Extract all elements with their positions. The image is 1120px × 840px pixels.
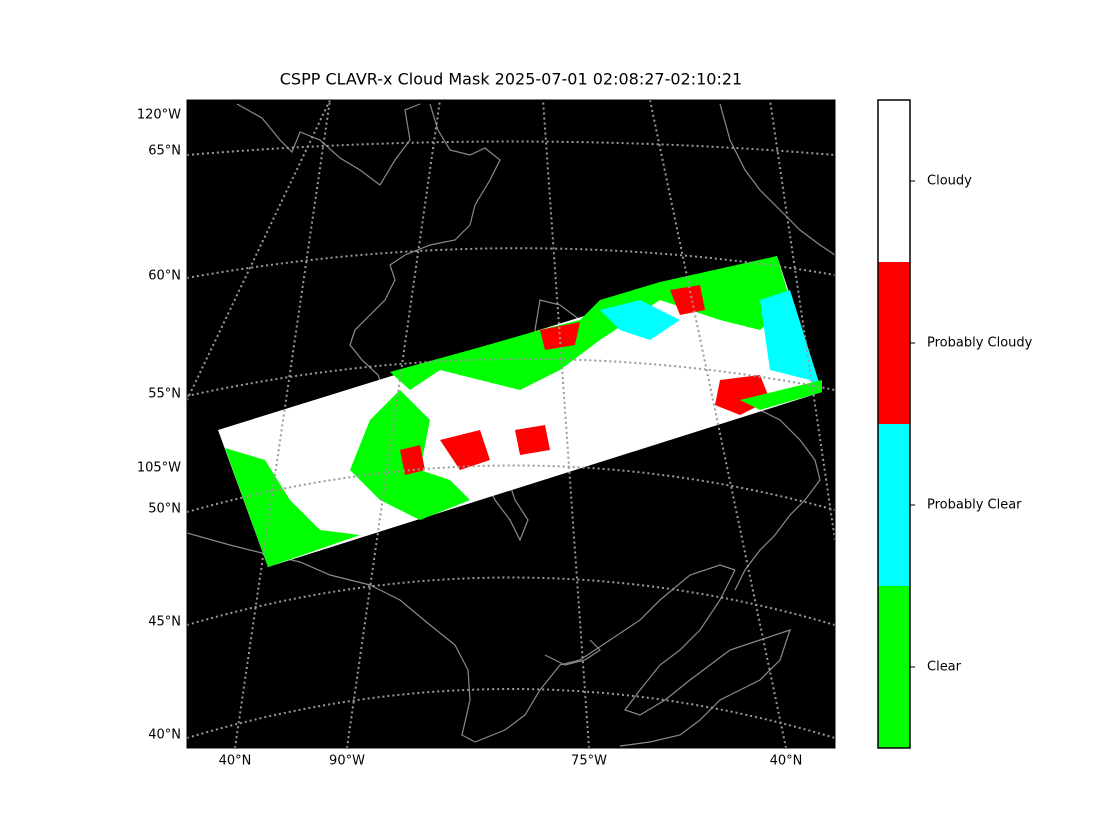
colorbar-frame: [877, 99, 911, 749]
colorbar-label: Cloudy: [927, 174, 972, 189]
graticule: [187, 100, 835, 748]
colorbar-label: Clear: [927, 660, 962, 675]
map-title: CSPP CLAVR-x Cloud Mask 2025-07-01 02:08…: [280, 70, 742, 89]
left-map-label: 120°W: [137, 108, 181, 123]
map-labels: 120°W 65°N 60°N 55°N 105°W 50°N 45°N 40°N 40°N 90…: [137, 108, 803, 769]
cloud-mask-swath: [218, 256, 822, 567]
bottom-map-label: 40°N: [219, 754, 252, 769]
colorbar: Cloudy Probably Cloudy Probably Clear Clear: [877, 99, 1033, 749]
bottom-map-label: 75°W: [571, 754, 607, 769]
left-map-label: 50°N: [148, 502, 181, 517]
left-map-label: 60°N: [148, 269, 181, 284]
colorbar-segment: [878, 100, 910, 262]
left-map-label: 55°N: [148, 387, 181, 402]
left-map-label: 45°N: [148, 615, 181, 630]
left-map-label: 65°N: [148, 144, 181, 159]
bottom-map-label: 90°W: [329, 754, 365, 769]
left-map-label: 40°N: [148, 728, 181, 743]
bottom-map-label: 40°N: [770, 754, 803, 769]
left-map-label: 105°W: [137, 461, 181, 476]
colorbar-label: Probably Clear: [927, 498, 1022, 513]
map: [187, 100, 835, 748]
map-frame: [186, 99, 836, 749]
colorbar-label: Probably Cloudy: [927, 336, 1033, 351]
colorbar-segment: [878, 262, 910, 424]
colorbar-segment: [878, 586, 910, 748]
colorbar-segment: [878, 424, 910, 586]
